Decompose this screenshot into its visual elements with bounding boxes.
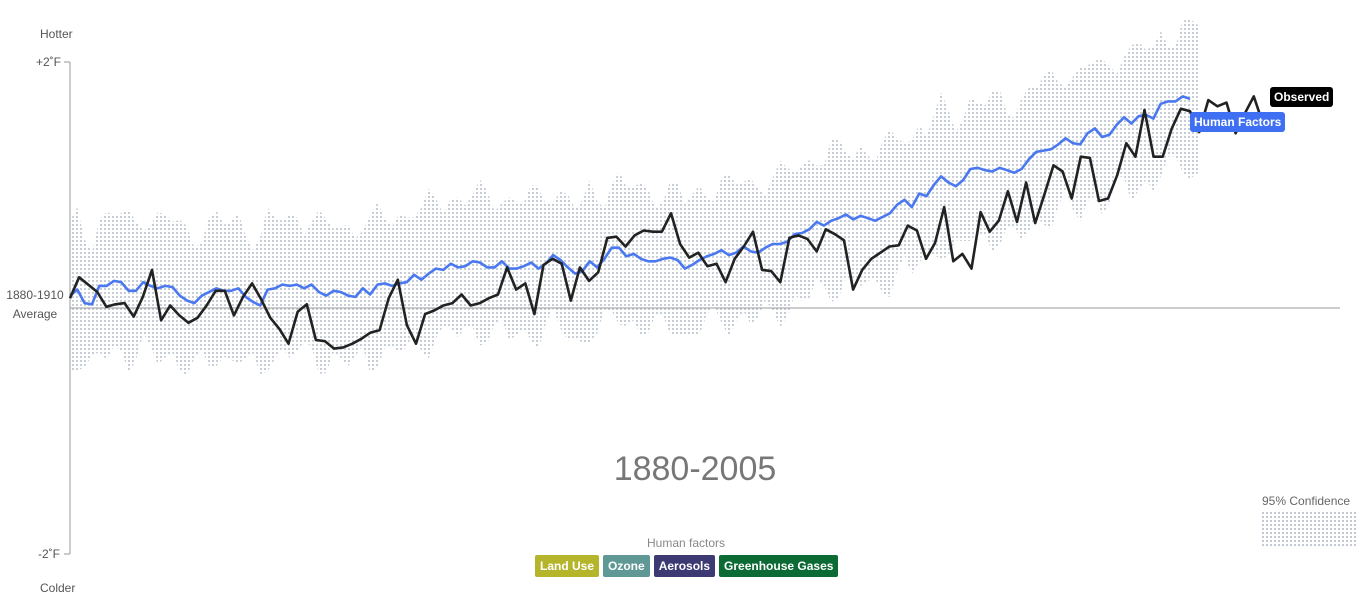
human-factors-line [69,95,1191,307]
confidence-legend-swatch [1262,512,1358,548]
confidence-legend-label: 95% Confidence [1262,494,1351,508]
human-factors-tag: Human Factors [1190,112,1286,132]
period-label: 1880-2005 [613,450,777,488]
observed-tag: Observed [1270,87,1334,107]
human-factors-title: Human factors [646,536,726,550]
y-tick-top: +2˚F [36,55,62,69]
greenhouse-gases-button[interactable]: Greenhouse Gases [719,555,839,577]
confidence-band [70,18,1198,376]
y-tick-bottom: -2˚F [38,547,60,561]
baseline-label-line2: Average [12,307,58,321]
factor-buttons: Land Use Ozone Aerosols Greenhouse Gases [535,555,839,577]
aerosols-button[interactable]: Aerosols [653,555,716,577]
observed-line [68,95,1273,350]
baseline-label-line1: 1880-1910 [6,288,64,302]
land-use-button[interactable]: Land Use [535,555,600,577]
colder-label: Colder [40,581,76,595]
hotter-label: Hotter [40,27,73,41]
ozone-button[interactable]: Ozone [603,555,650,577]
baseline-label: 1880-1910 Average [0,286,70,324]
